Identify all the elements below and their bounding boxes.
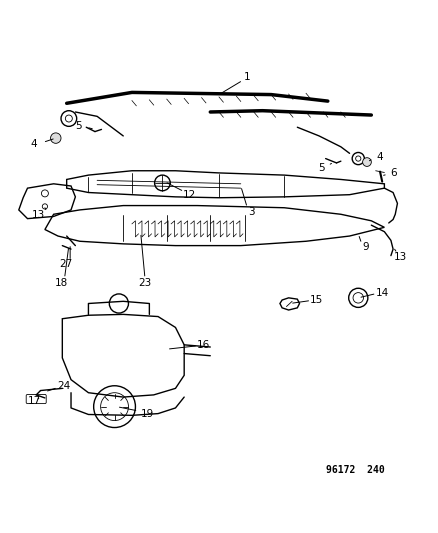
Text: 5: 5	[75, 121, 82, 131]
Text: 96172  240: 96172 240	[325, 465, 385, 474]
Text: 18: 18	[55, 278, 68, 288]
Text: 23: 23	[138, 278, 152, 288]
Text: 9: 9	[363, 242, 369, 252]
Text: 3: 3	[248, 207, 255, 217]
Text: 15: 15	[310, 295, 324, 304]
Text: 4: 4	[31, 139, 37, 149]
Circle shape	[363, 158, 371, 166]
Text: 17: 17	[28, 395, 41, 406]
Text: 24: 24	[57, 381, 70, 391]
Text: 6: 6	[390, 168, 396, 178]
Text: 4: 4	[377, 152, 383, 162]
Text: 1: 1	[244, 72, 251, 82]
Text: 14: 14	[375, 288, 389, 297]
Circle shape	[50, 133, 61, 143]
Text: 13: 13	[32, 210, 45, 220]
Text: 5: 5	[318, 163, 325, 173]
Text: 16: 16	[197, 340, 210, 350]
Text: 19: 19	[141, 409, 154, 418]
Text: 12: 12	[183, 190, 196, 200]
Text: 27: 27	[59, 260, 72, 269]
Text: 13: 13	[394, 252, 407, 262]
